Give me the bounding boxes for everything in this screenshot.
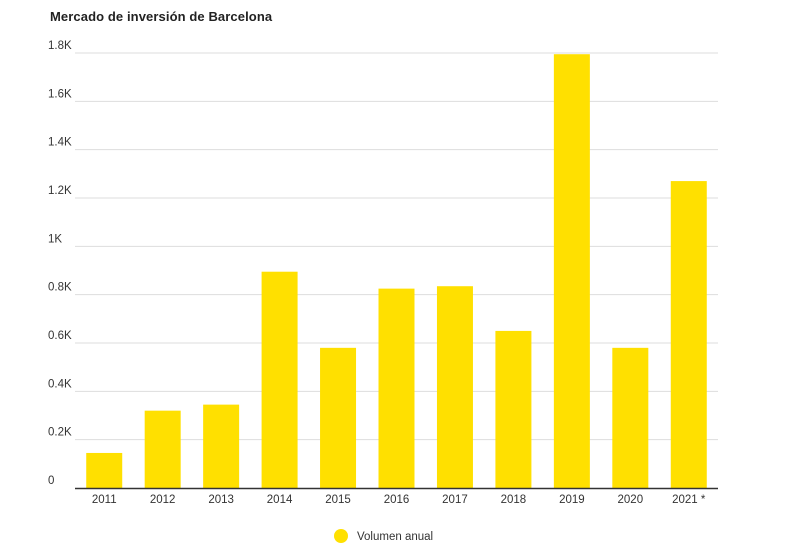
bar-2011[interactable] xyxy=(86,452,123,488)
bar-2015[interactable] xyxy=(320,347,357,488)
legend-label[interactable]: Volumen anual xyxy=(357,531,433,543)
bar-2012[interactable] xyxy=(144,410,181,488)
bar-2016[interactable] xyxy=(378,288,415,488)
y-tick-label: 0.8K xyxy=(48,282,72,294)
bar-2021[interactable] xyxy=(670,181,707,489)
legend-swatch[interactable] xyxy=(334,529,348,543)
y-tick-label: 0.4K xyxy=(48,378,72,390)
x-tick-label: 2016 xyxy=(384,494,410,506)
x-tick-label: 2020 xyxy=(618,494,644,506)
y-tick-label: 0.6K xyxy=(48,330,72,342)
y-tick-label: 0 xyxy=(48,475,54,487)
bar-2017[interactable] xyxy=(436,286,473,488)
x-tick-label: 2014 xyxy=(267,494,293,506)
x-axis-tick-labels: 2011 2012 2013 2014 2015 2016 2017 2018 2019 2020… xyxy=(92,494,706,506)
x-tick-label: 2012 xyxy=(150,494,176,506)
x-tick-label: 2017 xyxy=(442,494,468,506)
x-tick-label: 2015 xyxy=(325,494,351,506)
y-tick-label: 0.2K xyxy=(48,427,72,439)
y-tick-label: 1.4K xyxy=(48,137,72,149)
bar-2013[interactable] xyxy=(203,404,240,488)
y-tick-label: 1K xyxy=(48,233,62,245)
x-tick-label: 2018 xyxy=(501,494,527,506)
bar-2020[interactable] xyxy=(612,347,649,488)
bars xyxy=(86,54,707,489)
y-tick-label: 1.8K xyxy=(48,40,72,52)
y-tick-label: 1.2K xyxy=(48,185,72,197)
bar-2018[interactable] xyxy=(495,330,532,488)
x-tick-label: 2011 xyxy=(92,494,117,506)
y-tick-label: 1.6K xyxy=(48,88,72,100)
bar-2014[interactable] xyxy=(261,271,298,488)
x-tick-label: 2019 xyxy=(559,494,585,506)
bar-2019[interactable] xyxy=(553,54,590,488)
x-tick-label: 2013 xyxy=(208,494,234,506)
y-axis-tick-labels: 0 0.2K 0.4K 0.6K 0.8K 1K 1.2K 1.4K 1.6K 1.8K xyxy=(48,40,72,487)
x-tick-label: 2021 * xyxy=(672,494,706,506)
chart-title: Mercado de inversión de Barcelona xyxy=(50,9,273,24)
legend: Volumen anual xyxy=(334,529,433,543)
